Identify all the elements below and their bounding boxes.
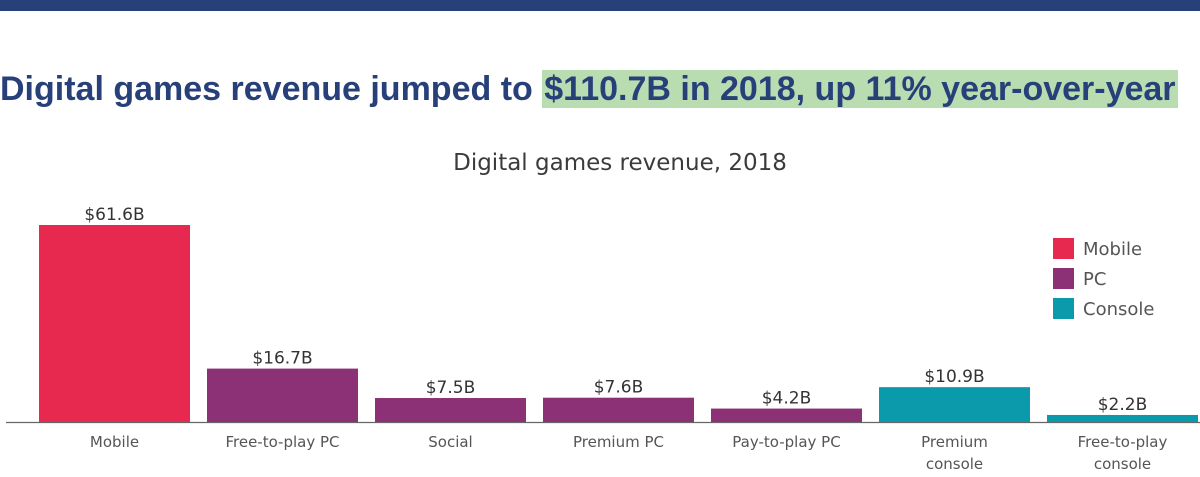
- category-tick-label: Free-to-play PC: [225, 433, 339, 451]
- category-tick-label: Premium: [921, 433, 988, 451]
- page-headline: Digital games revenue jumped to $110.7B …: [0, 66, 1178, 112]
- bar-premium-console: [879, 387, 1030, 422]
- bar-value-label: $2.2B: [1098, 395, 1148, 415]
- top-banner-bar: [0, 0, 1200, 11]
- category-tick-label: Pay-to-play PC: [732, 433, 840, 451]
- legend-label-pc: PC: [1083, 269, 1106, 290]
- bar-premium-pc: [543, 397, 694, 422]
- category-tick-label: Free-to-play: [1078, 433, 1168, 451]
- bar-value-label: $4.2B: [762, 389, 812, 409]
- bar-value-label: $61.6B: [84, 205, 144, 225]
- headline-prefix: Digital games revenue jumped to: [0, 70, 543, 108]
- bar-value-label: $7.5B: [426, 378, 476, 398]
- bar-mobile: [39, 225, 190, 422]
- category-tick-label: console: [926, 455, 983, 473]
- category-tick-label: Mobile: [90, 433, 139, 451]
- legend-swatch-mobile: [1053, 238, 1074, 259]
- chart-title: Digital games revenue, 2018: [453, 150, 787, 176]
- category-tick-label: Social: [428, 433, 472, 451]
- bar-value-label: $7.6B: [594, 378, 644, 398]
- legend-label-console: Console: [1083, 299, 1154, 320]
- category-tick-label: console: [1094, 455, 1151, 473]
- bar-free-to-play-pc: [207, 368, 358, 422]
- headline-highlight: $110.7B in 2018, up 11% year-over-year: [542, 70, 1178, 108]
- revenue-bar-chart: Digital games revenue, 2018 $61.6B Mobile…: [6, 150, 1200, 473]
- bars-layer: $61.6B Mobile $16.7B Free-to-play PC $7.5B So…: [6, 205, 1200, 473]
- legend-label-mobile: Mobile: [1083, 239, 1142, 260]
- bar-pay-to-play-pc: [711, 408, 862, 422]
- category-tick-label: Premium PC: [573, 433, 664, 451]
- legend-swatch-console: [1053, 298, 1074, 319]
- legend: Mobile PC Console: [1053, 238, 1154, 320]
- legend-swatch-pc: [1053, 268, 1074, 289]
- bar-value-label: $16.7B: [252, 349, 312, 369]
- bar-social: [375, 398, 526, 422]
- bar-free-to-play-console: [1047, 414, 1198, 422]
- bar-value-label: $10.9B: [924, 367, 984, 387]
